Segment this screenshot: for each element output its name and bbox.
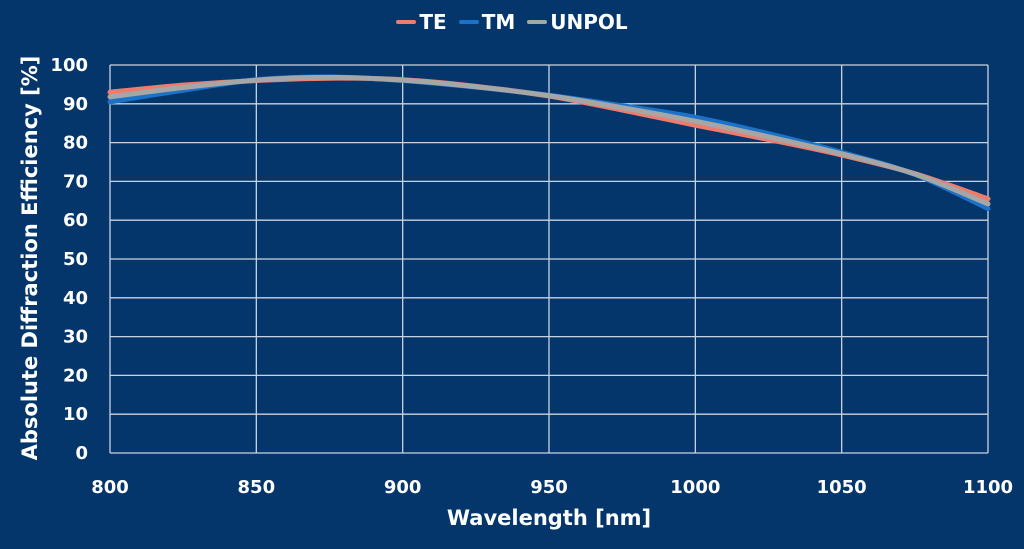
x-axis-ticks: 800 850 900 950 1000 1050 1100	[91, 477, 1013, 498]
x-tick-label: 900	[384, 477, 422, 498]
y-tick-label: 80	[63, 133, 88, 154]
y-tick-label: 70	[63, 171, 88, 192]
y-tick-label: 10	[63, 404, 88, 425]
y-axis-ticks: 0 10 20 30 40 50 60 70 80 90 100	[50, 55, 88, 464]
data-series	[107, 74, 991, 212]
y-tick-label: 0	[75, 443, 88, 464]
legend-swatch-tm	[458, 20, 479, 24]
y-tick-label: 60	[63, 210, 88, 231]
y-tick-label: 30	[63, 327, 88, 348]
y-tick-label: 50	[63, 249, 88, 270]
series-line-unpol	[107, 74, 991, 207]
legend-label-unpol: UNPOL	[550, 10, 628, 34]
x-tick-label: 1050	[817, 477, 867, 498]
y-tick-label: 100	[50, 55, 88, 76]
legend-label-tm: TM	[481, 10, 516, 34]
legend-swatch-te	[396, 20, 417, 24]
x-tick-label: 1000	[670, 477, 720, 498]
legend-swatch-unpol	[527, 20, 548, 24]
grid-lines	[109, 64, 989, 454]
legend-item-te: TE	[396, 10, 447, 34]
x-tick-label: 950	[530, 477, 568, 498]
x-tick-label: 800	[91, 477, 129, 498]
y-tick-label: 90	[63, 94, 88, 115]
legend-item-tm: TM	[458, 10, 516, 34]
x-axis-label: Wavelength [nm]	[446, 506, 652, 530]
y-tick-label: 20	[63, 365, 88, 386]
y-tick-label: 40	[63, 288, 88, 309]
x-tick-label: 1100	[963, 477, 1013, 498]
legend-label-te: TE	[419, 10, 447, 34]
chart-legend: TE TM UNPOL	[0, 10, 1024, 34]
x-tick-label: 850	[238, 477, 276, 498]
y-axis-label: Absolute Diffraction Efficiency [%]	[18, 55, 42, 461]
legend-item-unpol: UNPOL	[527, 10, 628, 34]
